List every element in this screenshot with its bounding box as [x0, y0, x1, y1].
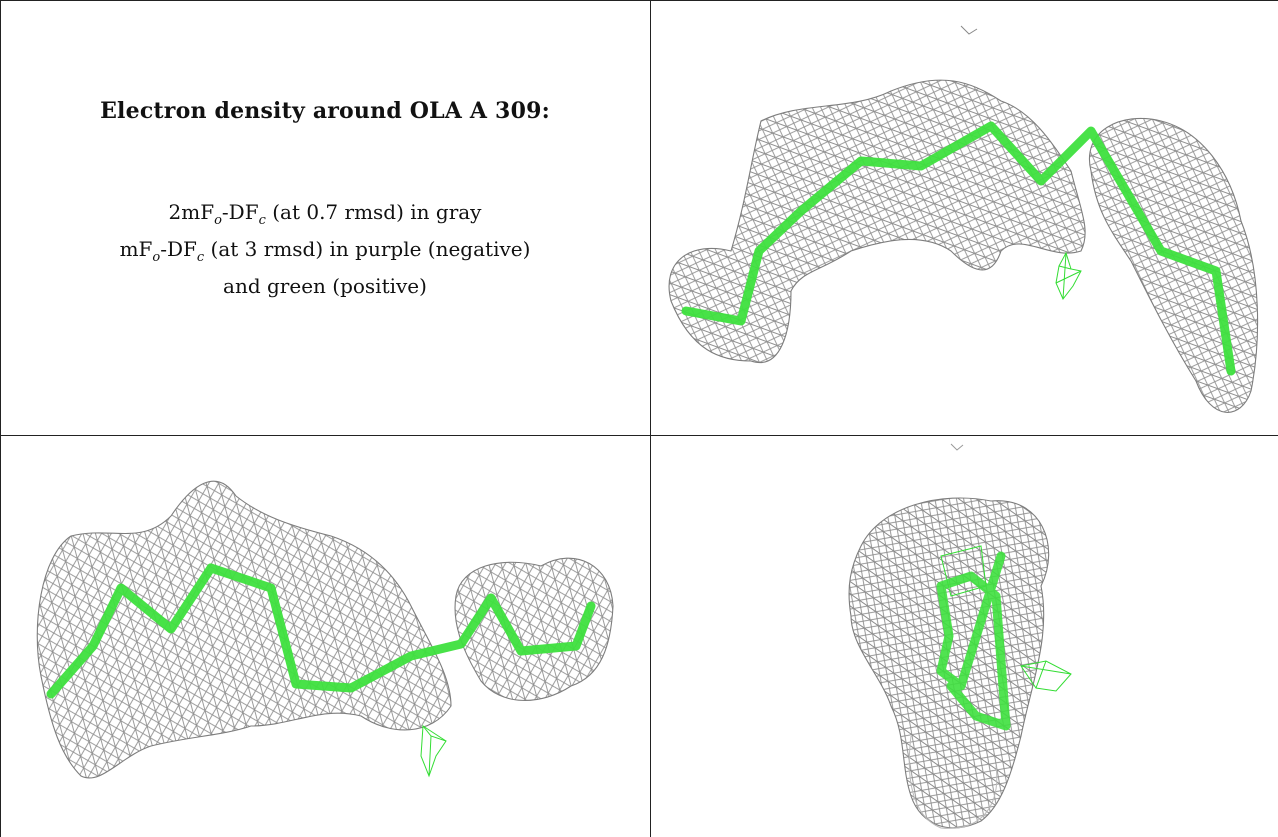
- caption-line-2: mFo-DFc (at 3 rmsd) in purple (negative): [119, 237, 531, 265]
- gray-mesh: [668, 79, 1259, 413]
- border-top: [0, 0, 1278, 1]
- caption-line-3: and green (positive): [223, 274, 427, 298]
- gray-mesh: [848, 497, 1050, 829]
- density-view-bottom-left: [36, 480, 614, 779]
- mesh-fragment: [960, 25, 978, 35]
- gray-mesh: [36, 480, 614, 779]
- figure-caption: 2mFo-DFc (at 0.7 rmsd) in gray mFo-DFc (…: [120, 198, 531, 300]
- ola-ligand-stick: [681, 121, 1236, 376]
- green-difference-density: [420, 724, 447, 778]
- green-difference-density: [1055, 251, 1082, 300]
- border-center: [650, 0, 651, 837]
- ola-ligand-stick: [46, 563, 596, 699]
- mesh-fragment: [950, 443, 964, 451]
- figure-title: Electron density around OLA A 309:: [100, 98, 550, 124]
- density-view-bottom-right: [848, 443, 1072, 829]
- ola-ligand-stick: [936, 551, 1011, 731]
- border-left: [0, 0, 1, 837]
- faint-mesh-tail: [908, 735, 998, 829]
- caption-cell: Electron density around OLA A 309: 2mFo-…: [0, 0, 650, 435]
- caption-line-1: 2mFo-DFc (at 0.7 rmsd) in gray: [168, 200, 482, 228]
- border-middle: [0, 435, 1278, 436]
- density-view-top-right: [668, 25, 1259, 413]
